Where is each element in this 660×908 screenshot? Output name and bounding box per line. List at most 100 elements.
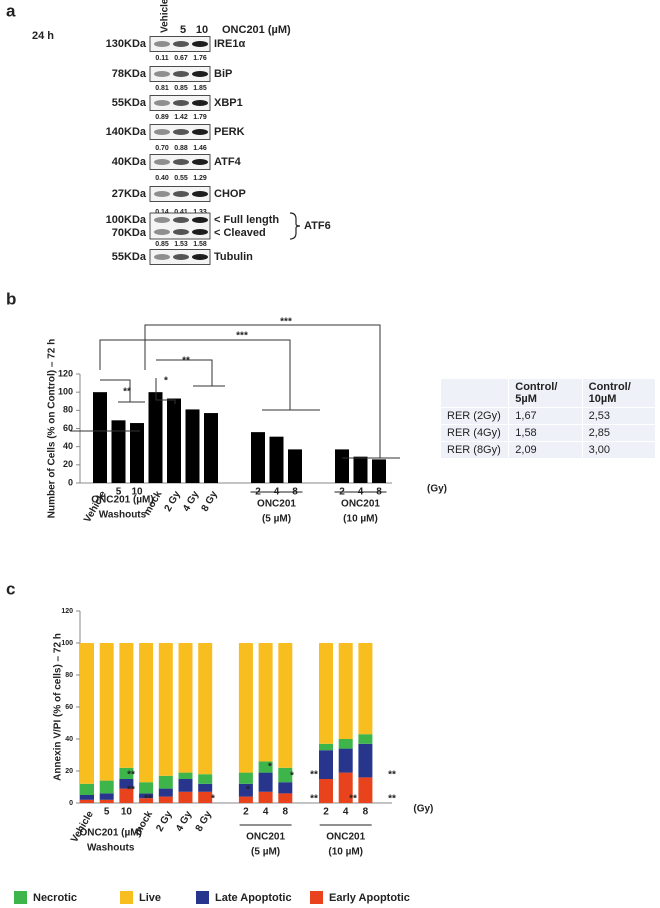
x-tick-label: 2 Gy — [163, 489, 184, 514]
bar-segment — [99, 799, 114, 803]
quant-label: 0.89 — [155, 114, 169, 121]
bar-segment — [198, 774, 213, 784]
kda-label: 55KDa — [112, 251, 147, 263]
legend-label: Late Apoptotic — [215, 892, 292, 904]
significance: ** — [388, 794, 396, 805]
bar-segment — [178, 643, 193, 773]
blot-band — [154, 41, 170, 47]
quant-label: 1.79 — [193, 114, 207, 121]
rer-table: Control/ 5µM Control/ 10µM RER (2Gy) 1,67… — [439, 378, 657, 459]
band-label: < Full length — [214, 214, 279, 226]
bar-segment — [119, 788, 134, 803]
table-corner — [439, 378, 510, 408]
quant-label: 1.76 — [193, 55, 207, 62]
significance: * — [290, 771, 294, 782]
group-label: (5 µM) — [251, 847, 280, 858]
blot-band — [192, 159, 208, 165]
bar-segment — [258, 791, 273, 803]
quant-label: 0.67 — [174, 55, 188, 62]
blot-band — [192, 71, 208, 77]
significance: ** — [349, 794, 357, 805]
bar-segment — [278, 767, 293, 783]
table-cell: RER (8Gy) — [439, 441, 510, 459]
blot-band — [154, 71, 170, 77]
band-label: PERK — [214, 126, 245, 138]
y-tick-label: 120 — [61, 608, 73, 615]
band-label: ATF4 — [214, 156, 242, 168]
significance: ** — [144, 794, 152, 805]
bar-segment — [158, 796, 173, 803]
blot-band — [192, 129, 208, 135]
table-cell: 1,58 — [508, 424, 583, 442]
bar-segment — [80, 795, 94, 800]
x-tick-label: 5 — [116, 487, 122, 498]
bar-segment — [358, 777, 373, 803]
y-tick-label: 100 — [61, 640, 73, 647]
table-cell: 2,85 — [581, 424, 657, 442]
group-label: (10 µM) — [343, 514, 378, 525]
bar-segment — [338, 772, 353, 803]
bar-segment — [139, 643, 154, 783]
blot-band — [173, 159, 189, 165]
significance: *** — [280, 317, 292, 328]
x-tick-label: 8 Gy — [194, 809, 215, 834]
group-label: ONC201 — [341, 499, 380, 510]
blot-band — [192, 191, 208, 197]
bar-segment — [319, 643, 333, 744]
bar — [353, 456, 368, 483]
y-tick-label: 0 — [68, 477, 73, 487]
quant-label: 0.81 — [155, 85, 169, 92]
bar-segment — [278, 782, 293, 794]
bar-segment — [238, 796, 253, 803]
kda-label: 70KDa — [112, 227, 147, 239]
group-label: ONC201 (µM) — [91, 495, 153, 506]
kda-label: 78KDa — [112, 68, 147, 80]
blot-box — [149, 212, 211, 240]
kda-label: 140KDa — [106, 126, 147, 138]
table-header-cell: Control/ 10µM — [581, 378, 657, 408]
blot-band — [154, 254, 170, 260]
significance-bracket — [156, 359, 213, 386]
quant-label: 0.55 — [174, 175, 188, 182]
lane-label: 10 — [196, 24, 208, 36]
quant-label: 1.58 — [193, 241, 207, 248]
bar — [251, 432, 265, 483]
significance: * — [268, 762, 272, 773]
significance: ** — [310, 794, 318, 805]
bar — [204, 413, 218, 483]
x-tick-label: 2 Gy — [154, 809, 175, 834]
y-tick-label: 100 — [58, 387, 73, 397]
bar-segment — [139, 782, 154, 794]
quant-label: 1.85 — [193, 85, 207, 92]
bar-segment — [338, 643, 353, 739]
y-tick-label: 0 — [69, 800, 73, 807]
significance: ** — [127, 770, 135, 781]
bar-segment — [119, 779, 134, 789]
kda-label: 55KDa — [112, 97, 147, 109]
kda-label: 27KDa — [112, 188, 147, 200]
significance: ** — [123, 387, 131, 398]
bar-segment — [258, 643, 273, 762]
lane-label: 5 — [180, 24, 186, 36]
blot-band — [192, 41, 208, 47]
x-tick-label: 10 — [131, 487, 143, 498]
panel-label: a — [6, 1, 16, 20]
quant-label: 1.33 — [193, 209, 207, 216]
bar-segment — [358, 734, 373, 744]
significance: * — [211, 794, 215, 805]
quant-label: 1.42 — [174, 114, 188, 121]
blot-band — [173, 41, 189, 47]
x-tick-label: 8 — [283, 807, 289, 818]
quant-label: 0.14 — [155, 209, 169, 216]
blot-band — [154, 191, 170, 197]
legend-label: Necrotic — [33, 892, 77, 904]
band-label: < Cleaved — [214, 227, 266, 239]
legend-label: Live — [139, 892, 161, 904]
significance: ** — [388, 770, 396, 781]
bar — [111, 420, 126, 483]
x-tick-label: 10 — [121, 807, 133, 818]
kda-label: 40KDa — [112, 156, 147, 168]
table-cell: RER (2Gy) — [439, 407, 510, 425]
bar-segment — [198, 783, 213, 792]
